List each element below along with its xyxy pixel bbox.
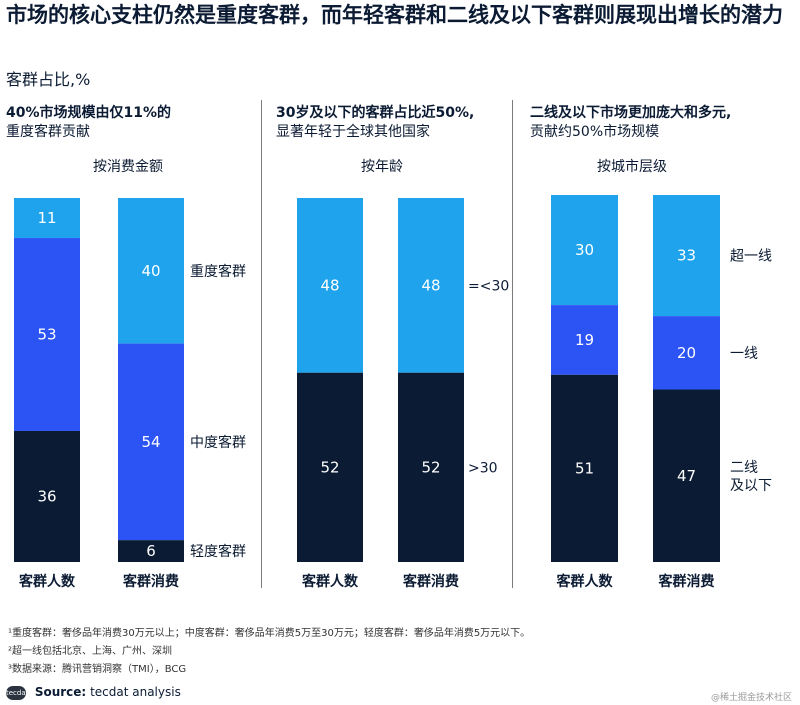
panel-1-note-rest: 重度客群贡献 — [6, 124, 90, 140]
data-label-p1-c2-s1: 40 — [141, 262, 160, 280]
footnote-2: ²超一线包括北京、上海、广州、深圳 — [8, 646, 173, 657]
panel-3-note: 二线及以下市场更加庞大和多元, 贡献约50%市场规模 — [530, 104, 731, 142]
panel-3-dimension: 按城市层级 — [597, 159, 667, 175]
bar-segment-p3-c2-s1 — [653, 195, 720, 317]
data-label-p1-c2-s3: 6 — [146, 542, 156, 560]
bar-segment-p1-c2-s3 — [118, 540, 184, 562]
bar-segment-p1-c1-s2 — [14, 238, 80, 431]
category-label-p3-c2: 客群消费 — [658, 573, 715, 590]
data-label-p2-c1-s2: 52 — [320, 458, 339, 476]
source-label: Source: — [34, 685, 87, 699]
tecdat-logo: tecdat — [6, 685, 28, 700]
source-line: tecdat Source: tecdat analysis — [6, 685, 181, 700]
data-label-p3-c2-s1: 33 — [677, 247, 696, 265]
data-label-p3-c2-s3: 47 — [677, 467, 696, 485]
panel-2-note-rest: 显著年轻于全球其他国家 — [276, 124, 430, 140]
legend-label-p1-s3: 轻度客群 — [190, 543, 246, 560]
data-label-p2-c2-s2: 52 — [421, 458, 440, 476]
data-label-p3-c1-s2: 19 — [575, 331, 594, 349]
bar-segment-p3-c2-s2 — [653, 316, 720, 390]
panel-2-dimension: 按年龄 — [361, 159, 403, 175]
legend-label-p3-s3: 二线及以下 — [730, 460, 772, 494]
legend-label-p3-s2: 一线 — [730, 346, 758, 362]
category-label-p3-c1: 客群人数 — [556, 573, 614, 590]
watermark: @稀土掘金技术社区 — [710, 693, 792, 703]
legend-label-p2-s1: =<30 — [468, 278, 509, 294]
legend-label-p3-s1: 超一线 — [730, 249, 772, 265]
data-label-p3-c1-s3: 51 — [575, 459, 594, 477]
chart-subtitle: 客群占比,% — [6, 70, 91, 89]
bar-segment-p2-c1-s1 — [297, 198, 363, 373]
data-label-p2-c2-s1: 48 — [421, 276, 440, 294]
data-label-p1-c1-s1: 11 — [37, 209, 56, 227]
bar-segment-p1-c1-s3 — [14, 430, 80, 562]
panel-2-note: 30岁及以下的客群占比近50%, 显著年轻于全球其他国家 — [276, 104, 474, 142]
panel-1-note-bold: 40%市场规模由仅11%的 — [6, 105, 172, 121]
panel-3-note-bold: 二线及以下市场更加庞大和多元, — [530, 105, 732, 121]
footnote-1: ¹重度客群：奢侈品年消费30万元以上；中度客群：奢侈品年消费5万至30万元；轻度… — [8, 628, 531, 639]
category-label-p1-c1: 客群人数 — [18, 573, 76, 590]
panel-1-note: 40%市场规模由仅11%的 重度客群贡献 — [6, 104, 171, 142]
panel-1-dimension: 按消费金额 — [93, 159, 163, 175]
data-label-p1-c1-s3: 36 — [37, 487, 56, 505]
data-label-p2-c1-s1: 48 — [320, 276, 339, 294]
source-text: tecdat analysis — [90, 685, 181, 699]
bar-segment-p2-c1-s2 — [297, 372, 363, 562]
footnote-3: ³数据来源：腾讯营销洞察（TMI），BCG — [8, 664, 187, 675]
bar-segment-p3-c1-s2 — [551, 305, 618, 375]
bar-segment-p3-c2-s3 — [653, 389, 720, 562]
legend-label-p1-s2: 中度客群 — [190, 434, 246, 451]
panel-3-note-rest: 贡献约50%市场规模 — [530, 124, 660, 140]
panel-divider-1 — [261, 100, 262, 588]
bar-segment-p2-c2-s2 — [398, 372, 464, 562]
bar-segment-p1-c1-s1 — [14, 198, 80, 239]
category-label-p2-c1: 客群人数 — [301, 573, 359, 590]
data-label-p3-c2-s2: 20 — [677, 344, 696, 362]
bar-segment-p2-c2-s1 — [398, 198, 464, 373]
panel-2-note-bold: 30岁及以下的客群占比近50%, — [276, 105, 475, 121]
bar-segment-p3-c1-s3 — [551, 374, 618, 562]
data-label-p3-c1-s1: 30 — [575, 241, 594, 259]
page-title: 市场的核心支柱仍然是重度客群，而年轻客群和二线及以下客群则展现出增长的潜力 — [6, 3, 783, 27]
category-label-p2-c2: 客群消费 — [402, 573, 459, 590]
legend-label-p1-s1: 重度客群 — [190, 263, 246, 280]
panel-divider-2 — [512, 100, 513, 588]
data-label-p1-c2-s2: 54 — [141, 433, 160, 451]
data-label-p1-c1-s2: 53 — [37, 326, 56, 344]
bar-segment-p1-c2-s1 — [118, 198, 184, 344]
bar-segment-p1-c2-s2 — [118, 343, 184, 541]
legend-label-p2-s2: >30 — [468, 460, 498, 476]
bar-segment-p3-c1-s1 — [551, 195, 618, 306]
category-label-p1-c2: 客群消费 — [122, 573, 179, 590]
